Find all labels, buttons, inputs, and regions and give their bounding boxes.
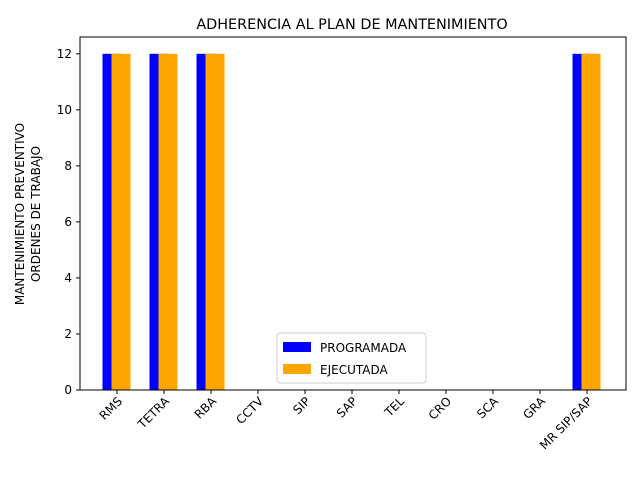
x-tick-label: TETRA	[134, 394, 172, 432]
y-tick-label: 4	[64, 271, 72, 285]
y-axis-label-line-1: ORDENES DE TRABAJO	[29, 146, 43, 282]
y-axis-label: ORDENES DE TRABAJO MANTENIMIENTO PREVENT…	[13, 123, 43, 305]
x-tick-label: CRO	[426, 394, 454, 422]
y-axis-label-line-2: MANTENIMIENTO PREVENTIVO	[13, 123, 27, 305]
legend-box	[276, 332, 427, 384]
chart-title: ADHERENCIA AL PLAN DE MANTENIMIENTO	[196, 17, 507, 33]
bar-ejecutada-rba	[205, 53, 225, 391]
x-tick-label: CCTV	[233, 394, 266, 427]
x-tick-label: SCA	[474, 394, 502, 422]
x-tick-label: GRA	[520, 394, 548, 422]
x-tick-label: TEL	[381, 394, 407, 420]
bars-group	[102, 53, 601, 391]
legend-label-programada: PROGRAMADA	[320, 341, 407, 355]
legend-swatch-ejecutada	[283, 364, 311, 374]
y-tick-label: 2	[64, 327, 72, 341]
bar-ejecutada-tetra	[158, 53, 178, 391]
x-tick-label: SAP	[334, 394, 360, 420]
y-ticks-group: 0 2 4 6 8 10 12	[57, 47, 80, 397]
x-tick-label: RBA	[192, 394, 220, 422]
bar-ejecutada-rms	[111, 53, 131, 391]
y-tick-label: 12	[57, 47, 72, 61]
legend: PROGRAMADA EJECUTADA	[276, 332, 427, 384]
y-tick-label: 8	[64, 159, 72, 173]
x-tick-label: SIP	[290, 394, 313, 417]
y-tick-label: 0	[64, 383, 72, 397]
legend-label-ejecutada: EJECUTADA	[320, 363, 389, 377]
y-tick-label: 6	[64, 215, 72, 229]
legend-swatch-programada	[283, 342, 311, 352]
plot-frame	[79, 36, 627, 391]
bar-ejecutada-mr-sip-sap	[581, 53, 601, 391]
y-tick-label: 10	[57, 103, 72, 117]
x-tick-label: RMS	[97, 394, 126, 423]
